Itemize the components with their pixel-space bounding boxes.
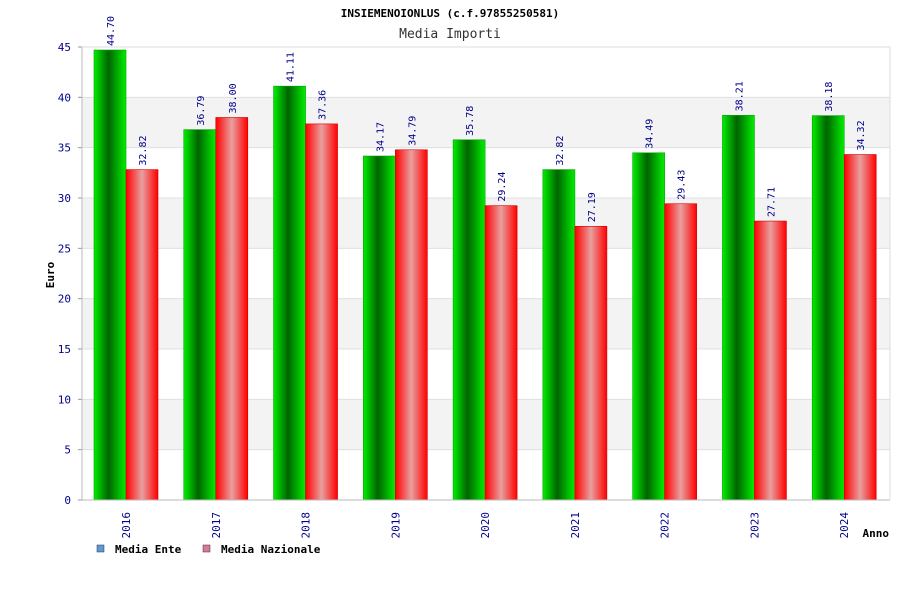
legend-swatch-media-ente xyxy=(96,544,105,553)
bar-series: 44.70 32.82 36.79 38.00 41.11 37.36 34.17 34.79… xyxy=(93,16,877,501)
bar-media-ente-2024 xyxy=(811,115,845,501)
x-tick-label: 2019 xyxy=(389,512,402,539)
chart-title: INSIEMENOIONLUS (c.f.97855250581) xyxy=(341,7,560,20)
bar-media-nazionale-2019 xyxy=(395,149,428,501)
y-tick-label: 0 xyxy=(64,494,71,507)
data-label: 38.21 xyxy=(734,81,745,111)
data-label: 32.82 xyxy=(555,136,566,166)
bar-media-ente-2016 xyxy=(93,49,127,501)
data-label: 27.71 xyxy=(766,187,777,217)
y-tick-label: 30 xyxy=(58,192,71,205)
y-tick-label: 10 xyxy=(58,393,71,406)
bar-media-ente-2021 xyxy=(542,169,576,501)
data-label: 34.17 xyxy=(375,122,386,152)
x-tick-label: 2020 xyxy=(479,512,492,539)
bar-media-nazionale-2021 xyxy=(574,225,608,501)
bar-media-nazionale-2023 xyxy=(754,220,787,501)
bar-media-ente-2020 xyxy=(452,139,486,501)
data-label: 37.36 xyxy=(318,90,329,120)
bar-media-nazionale-2017 xyxy=(215,117,249,501)
data-label: 27.19 xyxy=(587,192,598,222)
x-axis-label: Anno xyxy=(863,527,890,540)
x-tick-label: 2018 xyxy=(300,512,313,539)
legend-label-media-ente: Media Ente xyxy=(115,543,182,556)
y-tick-label: 5 xyxy=(64,444,71,457)
axes xyxy=(78,46,891,501)
x-tick-label: 2021 xyxy=(569,512,582,539)
bar-media-ente-2023 xyxy=(722,115,755,501)
y-tick-label: 45 xyxy=(58,41,71,54)
data-label: 34.32 xyxy=(856,120,867,150)
bar-media-ente-2022 xyxy=(632,152,665,501)
data-label: 38.00 xyxy=(228,83,239,113)
bar-media-nazionale-2020 xyxy=(484,205,518,501)
y-axis-label: Euro xyxy=(44,261,57,288)
x-tick-label: 2023 xyxy=(748,512,761,539)
y-tick-label: 40 xyxy=(58,91,71,104)
y-tick-label: 35 xyxy=(58,142,71,155)
y-tick-label: 25 xyxy=(58,242,71,255)
bar-media-ente-2018 xyxy=(273,85,306,501)
x-tick-labels: 2016 2017 2018 2019 2020 2021 2022 2023 2024 xyxy=(120,512,851,539)
chart-subtitle: Media Importi xyxy=(399,27,501,42)
data-label: 29.24 xyxy=(497,172,508,202)
y-tick-label: 15 xyxy=(58,343,71,356)
bar-media-nazionale-2018 xyxy=(305,123,338,501)
bar-media-nazionale-2016 xyxy=(125,169,159,501)
data-label: 34.49 xyxy=(645,119,656,149)
data-label: 35.78 xyxy=(465,106,476,136)
y-tick-labels: 0 5 10 15 20 25 30 35 40 45 xyxy=(58,41,71,507)
bar-media-ente-2019 xyxy=(363,155,396,501)
y-tick-label: 20 xyxy=(58,293,71,306)
x-tick-label: 2016 xyxy=(120,512,133,539)
legend-label-media-nazionale: Media Nazionale xyxy=(221,543,321,556)
legend: Media Ente Media Nazionale xyxy=(96,543,321,556)
data-label: 32.82 xyxy=(138,136,149,166)
bar-media-nazionale-2024 xyxy=(843,154,877,501)
x-tick-label: 2024 xyxy=(838,512,851,539)
bar-media-nazionale-2022 xyxy=(664,203,697,501)
data-label: 41.11 xyxy=(286,52,297,82)
x-tick-label: 2022 xyxy=(659,512,672,539)
data-label: 38.18 xyxy=(824,82,835,112)
data-label: 36.79 xyxy=(196,96,207,126)
legend-swatch-media-nazionale xyxy=(202,544,211,553)
data-label: 34.79 xyxy=(407,116,418,146)
data-label: 44.70 xyxy=(106,16,117,46)
x-tick-label: 2017 xyxy=(210,512,223,539)
bar-media-ente-2017 xyxy=(183,129,217,501)
data-label: 29.43 xyxy=(677,170,688,200)
